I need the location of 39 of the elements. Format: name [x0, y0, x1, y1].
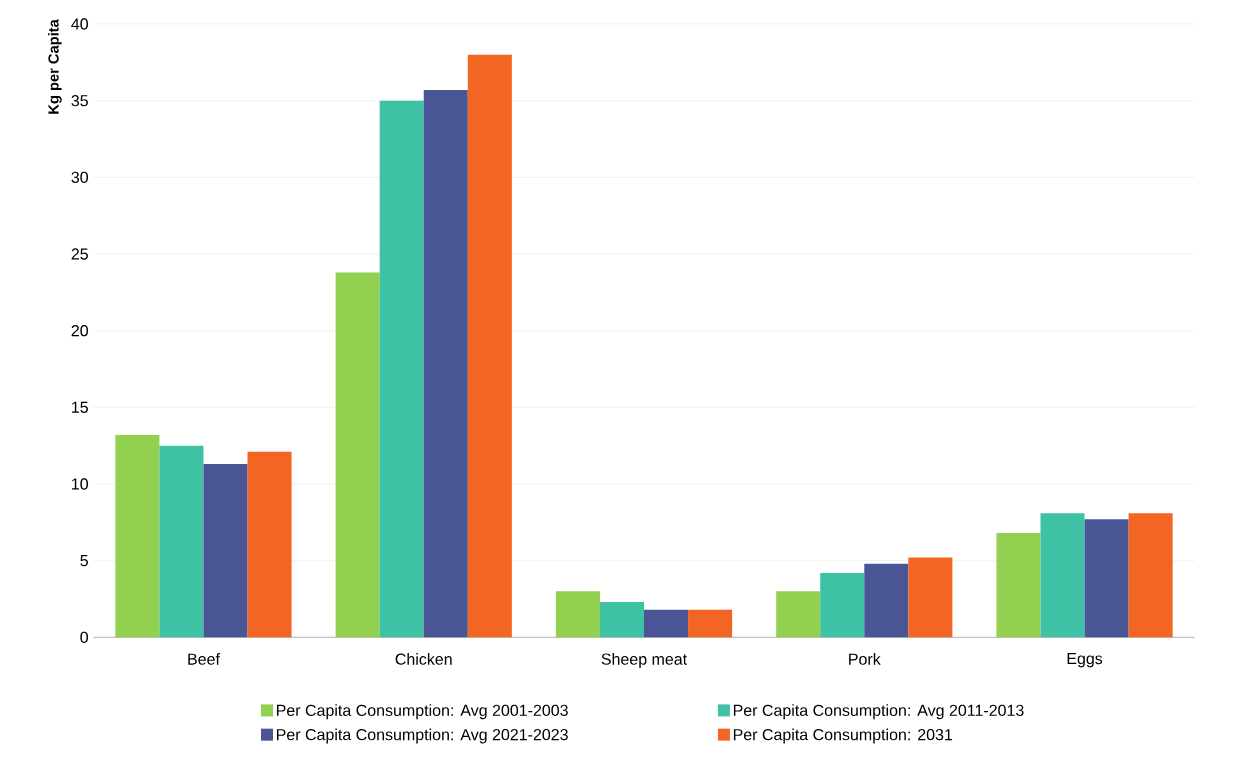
bar	[688, 609, 733, 638]
legend-label: Per Capita Consumption: Avg 2001-2003	[276, 704, 568, 720]
bar	[159, 445, 204, 638]
bar	[203, 464, 248, 638]
x-tick-label: Pork	[849, 653, 881, 665]
bar	[467, 54, 512, 638]
bar	[1040, 513, 1085, 638]
bar	[423, 89, 468, 638]
bar	[555, 591, 600, 638]
legend-label: Per Capita Consumption: Avg 2011-2013	[733, 704, 1024, 720]
y-tick-label: 40	[71, 18, 89, 30]
bar	[996, 533, 1041, 638]
y-tick-label: 5	[80, 555, 88, 567]
x-tick-label: Chicken	[395, 653, 452, 665]
bar	[908, 557, 953, 638]
y-tick-label: 35	[71, 95, 88, 107]
bar	[115, 434, 160, 638]
legend-label: Per Capita Consumption: 2031	[733, 728, 953, 744]
y-tick-label: 20	[71, 325, 89, 337]
bar	[1128, 513, 1173, 638]
y-tick-label: 15	[72, 401, 88, 413]
y-tick-label: 0	[80, 631, 89, 643]
y-tick-label: 30	[71, 171, 89, 183]
bar	[820, 572, 865, 638]
bar	[1084, 519, 1129, 638]
x-tick-label: Beef	[188, 653, 220, 665]
y-tick-label: 10	[72, 478, 89, 490]
bar	[864, 563, 909, 638]
bar	[335, 272, 380, 638]
bar	[776, 591, 821, 638]
legend-label: Per Capita Consumption: Avg 2021-2023	[276, 728, 568, 744]
x-tick-label: Sheep meat	[601, 653, 687, 668]
y-tick-label: 25	[71, 248, 88, 260]
bar	[599, 602, 645, 638]
x-tick-label: Eggs	[1067, 653, 1103, 668]
bar	[644, 609, 689, 638]
bar	[247, 451, 292, 638]
y-axis-title: Kg per Capita	[47, 19, 62, 114]
bar	[379, 100, 424, 638]
